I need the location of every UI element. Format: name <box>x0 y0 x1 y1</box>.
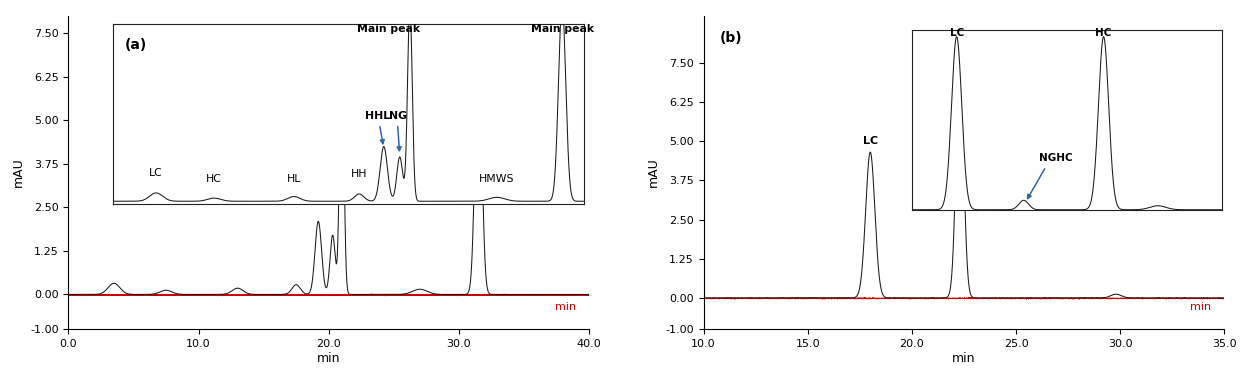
Text: min: min <box>554 302 576 312</box>
Y-axis label: mAU: mAU <box>11 158 25 187</box>
X-axis label: min: min <box>952 352 976 365</box>
Text: min: min <box>1191 302 1212 312</box>
Text: (b): (b) <box>720 31 742 45</box>
Y-axis label: mAU: mAU <box>646 158 660 187</box>
Text: HC: HC <box>951 42 968 52</box>
X-axis label: min: min <box>317 352 341 365</box>
Text: LC: LC <box>863 136 878 146</box>
